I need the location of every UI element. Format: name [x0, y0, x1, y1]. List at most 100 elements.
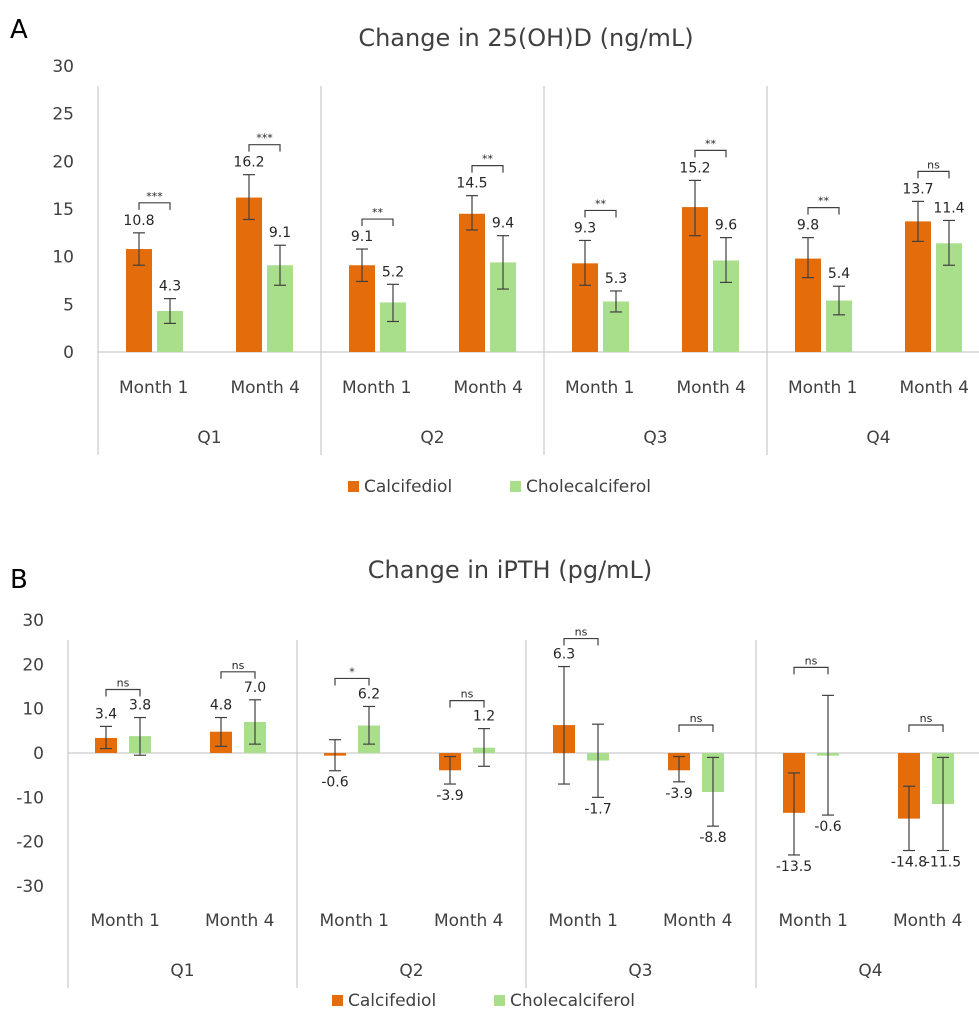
- chart-b-group-label-2: Q3: [628, 961, 652, 981]
- chart-b-significance-label-6: ns: [805, 654, 818, 667]
- chart-b-significance-bracket-5: [678, 724, 714, 732]
- chart-a-bar-calcifediol-7: [905, 221, 931, 352]
- chart-b-significance-bracket-4: [563, 637, 599, 646]
- chart-a-y-tick-1: 5: [63, 295, 74, 315]
- chart-b-data-label-cholecalciferol-5: -8.8: [699, 830, 726, 846]
- chart-b-data-label-calcifediol-5: -3.9: [665, 786, 692, 802]
- chart-b-data-label-calcifediol-6: -13.5: [776, 859, 812, 875]
- chart-a-significance-bracket-3: [471, 165, 504, 173]
- chart-a-data-label-calcifediol-7: 13.7: [902, 181, 933, 197]
- chart-b-data-label-calcifediol-7: -14.8: [891, 855, 927, 871]
- panel-letter-b: B: [10, 565, 28, 595]
- chart-b-y-tick-3: 0: [33, 744, 44, 764]
- chart-b-y-tick-5: 20: [22, 655, 44, 675]
- chart-b-data-label-calcifediol-4: 6.3: [553, 647, 575, 663]
- chart-b-group-label-3: Q4: [858, 961, 882, 981]
- chart-a-data-label-cholecalciferol-4: 5.3: [605, 271, 627, 287]
- chart-b-data-label-cholecalciferol-2: 6.2: [358, 686, 380, 702]
- chart-b-category-label-5: Month 4: [663, 911, 733, 931]
- chart-a-data-label-cholecalciferol-7: 11.4: [933, 200, 964, 216]
- chart-a-legend-label-cholecalciferol: Cholecalciferol: [526, 477, 651, 497]
- chart-b-legend-swatch-calcifediol: [332, 995, 343, 1006]
- chart-a-significance-bracket-6: [807, 207, 840, 215]
- chart-a-significance-label-0: ***: [146, 190, 163, 203]
- chart-a-data-label-cholecalciferol-3: 9.4: [492, 216, 514, 232]
- chart-b-significance-bracket-6: [793, 666, 829, 675]
- chart-a-data-label-cholecalciferol-6: 5.4: [828, 266, 850, 282]
- chart-a-data-label-calcifediol-4: 9.3: [574, 220, 596, 236]
- chart-a-data-label-cholecalciferol-5: 9.6: [715, 218, 737, 234]
- chart-b-significance-label-2: *: [349, 665, 355, 678]
- chart-a-category-label-6: Month 1: [788, 378, 858, 398]
- chart-a-category-label-4: Month 1: [565, 378, 635, 398]
- chart-a-y-tick-5: 25: [52, 105, 74, 125]
- chart-a-bar-calcifediol-0: [126, 249, 152, 352]
- chart-a-data-label-calcifediol-1: 16.2: [233, 155, 264, 171]
- chart-a-group-label-3: Q4: [866, 428, 890, 448]
- chart-b-category-label-6: Month 1: [778, 911, 848, 931]
- chart-a-category-label-3: Month 4: [453, 378, 523, 398]
- chart-b-data-label-cholecalciferol-0: 3.8: [129, 698, 151, 714]
- chart-b-category-label-2: Month 1: [319, 911, 389, 931]
- chart-a-data-label-calcifediol-0: 10.8: [123, 213, 154, 229]
- chart-b-data-label-cholecalciferol-4: -1.7: [584, 801, 611, 817]
- chart-b-data-label-cholecalciferol-1: 7.0: [244, 680, 266, 696]
- chart-b-data-label-calcifediol-1: 4.8: [210, 698, 232, 714]
- chart-b-category-label-3: Month 4: [434, 911, 504, 931]
- chart-b-significance-label-5: ns: [690, 712, 703, 725]
- chart-b-title: Change in iPTH (pg/mL): [368, 556, 653, 584]
- chart-a-y-tick-4: 20: [52, 152, 74, 172]
- chart-b-legend-label-calcifediol: Calcifediol: [348, 991, 436, 1011]
- chart-b-significance-label-3: ns: [461, 688, 474, 701]
- chart-b-significance-bracket-0: [105, 688, 141, 697]
- chart-a-significance-bracket-1: [248, 144, 281, 152]
- chart-a-legend-swatch-cholecalciferol: [510, 481, 521, 492]
- chart-a-data-label-cholecalciferol-2: 5.2: [382, 264, 404, 280]
- chart-a-y-tick-3: 15: [52, 200, 74, 220]
- chart-b-significance-bracket-3: [449, 700, 485, 708]
- chart-b-y-tick-6: 30: [22, 611, 44, 631]
- chart-a-significance-bracket-7: [917, 170, 950, 179]
- chart-a-significance-label-1: ***: [256, 132, 273, 145]
- chart-a-data-label-calcifediol-5: 15.2: [679, 160, 710, 176]
- chart-b-category-label-1: Month 4: [205, 911, 275, 931]
- chart-a-significance-label-5: **: [705, 137, 717, 150]
- chart-a-bar-calcifediol-1: [236, 197, 262, 352]
- chart-b-significance-label-0: ns: [117, 677, 130, 690]
- chart-a-data-label-calcifediol-2: 9.1: [351, 229, 373, 245]
- chart-b-group-label-0: Q1: [170, 961, 194, 981]
- chart-a-significance-bracket-0: [138, 202, 171, 210]
- chart-a-significance-label-2: **: [372, 206, 384, 219]
- chart-b-data-label-cholecalciferol-6: -0.6: [814, 819, 841, 835]
- chart-b-category-label-7: Month 4: [893, 911, 963, 931]
- chart-b-y-tick-1: -20: [16, 833, 44, 853]
- chart-a-legend-swatch-calcifediol: [348, 481, 359, 492]
- chart-a-significance-bracket-4: [584, 209, 617, 218]
- chart-a-group-label-0: Q1: [197, 428, 221, 448]
- chart-b-legend-swatch-cholecalciferol: [494, 995, 505, 1006]
- chart-b-significance-bracket-2: [334, 677, 370, 686]
- chart-b-significance-label-4: ns: [575, 626, 588, 639]
- chart-a-bar-calcifediol-3: [459, 213, 485, 352]
- chart-b-group-label-1: Q2: [399, 961, 423, 981]
- chart-a-significance-label-4: **: [595, 197, 607, 210]
- chart-b-legend-label-cholecalciferol: Cholecalciferol: [510, 991, 635, 1011]
- chart-a-category-label-0: Month 1: [119, 378, 189, 398]
- chart-a-data-label-cholecalciferol-0: 4.3: [159, 279, 181, 295]
- chart-a-data-label-cholecalciferol-1: 9.1: [269, 225, 291, 241]
- chart-b-category-label-4: Month 1: [548, 911, 618, 931]
- chart-a-data-label-calcifediol-6: 9.8: [797, 218, 819, 234]
- chart-b-significance-bracket-1: [220, 671, 256, 679]
- chart-a-significance-bracket-2: [361, 218, 394, 227]
- chart-a-legend-label-calcifediol: Calcifediol: [364, 477, 452, 497]
- chart-a-y-tick-2: 10: [52, 248, 74, 268]
- chart-b-category-label-0: Month 1: [90, 911, 160, 931]
- chart-a-significance-bracket-5: [694, 149, 727, 158]
- chart-b-y-tick-2: -10: [16, 788, 44, 808]
- chart-a-significance-label-7: ns: [927, 158, 940, 171]
- chart-a-y-tick-6: 30: [52, 57, 74, 77]
- chart-a-category-label-7: Month 4: [899, 378, 969, 398]
- chart-a: 0 5 10 15 20 25 30 Q1 Month 1 Month 4 Q2 Month 1 Mon…: [52, 57, 979, 497]
- chart-a-category-label-2: Month 1: [342, 378, 412, 398]
- chart-a-title: Change in 25(OH)D (ng/mL): [358, 24, 693, 52]
